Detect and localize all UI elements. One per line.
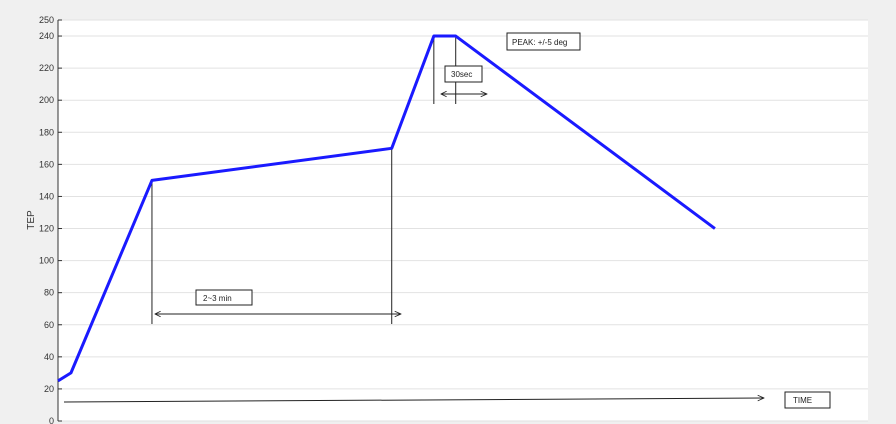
- dwell-label-box: [195, 289, 253, 306]
- y-tick-label: 250: [39, 15, 54, 25]
- y-tick-label: 20: [44, 384, 54, 394]
- y-tick-label: 200: [39, 95, 54, 105]
- y-ticks: 0 20 40 60 80 100 120 140 160 180 200 220 240 250: [39, 15, 62, 424]
- peak-time-label-box: [444, 65, 483, 83]
- dwell-label: 2~3 min: [203, 294, 232, 303]
- guide-lines: [151, 36, 457, 324]
- y-tick-label: 120: [39, 224, 54, 234]
- plot-area: [58, 20, 868, 421]
- peak-tolerance-label: PEAK: +/-5 deg: [512, 38, 567, 47]
- y-tick-label: 80: [44, 288, 54, 298]
- peak-tolerance-label-box: [506, 32, 581, 51]
- y-tick-label: 220: [39, 63, 54, 73]
- grid-lines: [58, 19, 868, 422]
- y-tick-label: 40: [44, 352, 54, 362]
- y-tick-label: 100: [39, 256, 54, 266]
- y-tick-label: 140: [39, 191, 54, 201]
- peak-time-label: 30sec: [451, 70, 472, 79]
- data-points: [57, 36, 715, 381]
- y-tick-label: 0: [49, 416, 54, 424]
- time-arrow: [63, 398, 764, 403]
- y-tick-label: 240: [39, 31, 54, 41]
- time-label-box: [784, 391, 831, 409]
- y-axis-label: TEP: [26, 210, 37, 230]
- y-tick-label: 60: [44, 320, 54, 330]
- y-tick-label: 160: [39, 159, 54, 169]
- y-tick-label: 180: [39, 127, 54, 137]
- time-label: TIME: [793, 396, 812, 405]
